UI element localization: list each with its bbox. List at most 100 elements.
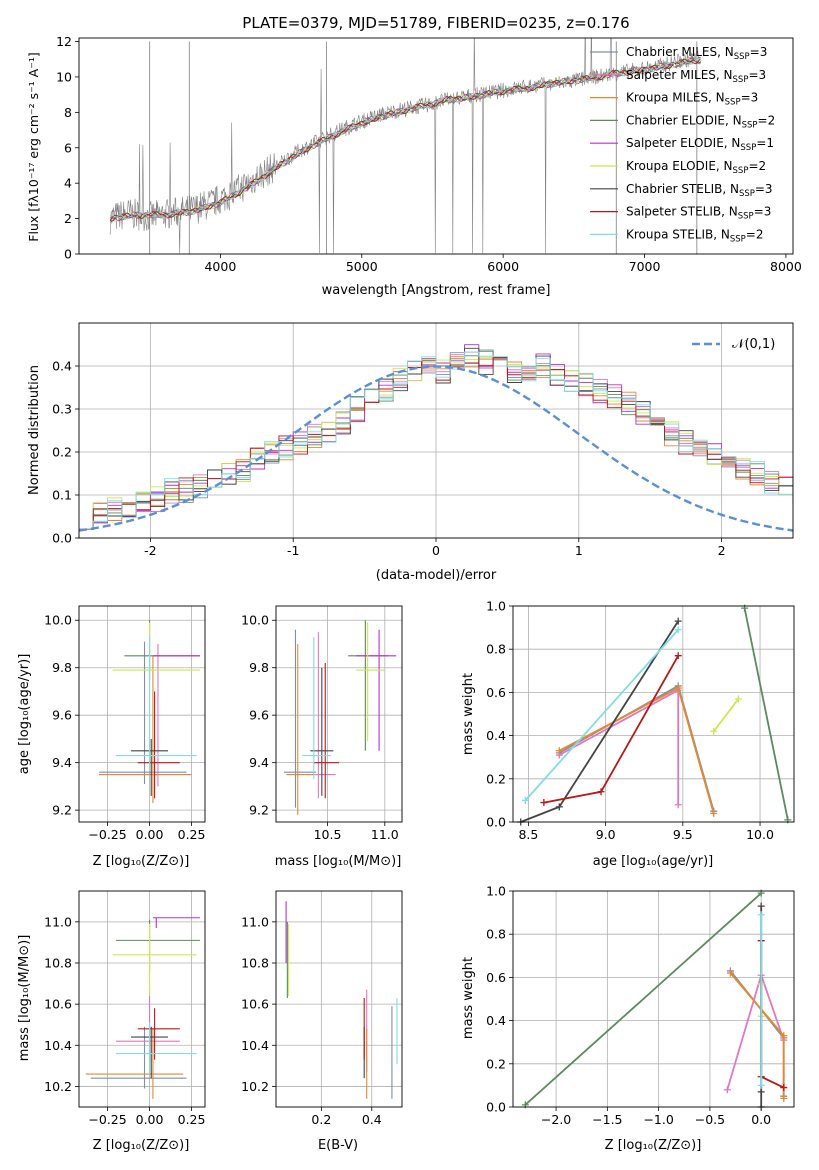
y-tick-label: 10: [56, 69, 72, 84]
y-tick-label: 10.0: [241, 613, 269, 628]
legend-label-7: Salpeter STELIB, NSSP=3: [626, 205, 771, 222]
x-tick-label: 1: [575, 543, 583, 558]
legend-suffix: =3: [741, 91, 759, 105]
x-tick-label: −2.0: [541, 1112, 571, 1127]
residuals-xlabel: (data-model)/error: [376, 568, 497, 583]
legend-suffix: =3: [754, 205, 772, 219]
legend-subscript: SSP: [733, 166, 749, 176]
y-tick-label: 0.4: [486, 728, 506, 743]
y-tick-label: 0.8: [486, 927, 506, 942]
legend-suffix: =2: [746, 227, 764, 241]
weight-marker: [540, 799, 548, 807]
x-tick-label: 10.5: [314, 827, 342, 842]
legend-label-5: Kroupa ELODIE, NSSP=2: [626, 159, 766, 176]
legend-suffix: =2: [758, 113, 776, 127]
mass-vs-metallicity-panel: Z [log₁₀(Z/Z⊙)] mass [log₁₀(M/M⊙)] −0.25…: [17, 890, 206, 1153]
weight-marker: [674, 684, 682, 692]
y-tick-label: 10.2: [44, 1079, 72, 1094]
y-tick-label: 6: [64, 140, 72, 155]
legend-subscript: SSP: [738, 212, 754, 222]
legend-label-2: Kroupa MILES, NSSP=3: [626, 91, 758, 108]
legend-label-0: Chabrier MILES, NSSP=3: [626, 45, 767, 62]
x-tick-label: 8000: [770, 259, 802, 274]
legend-suffix: =1: [756, 136, 774, 150]
weight-marker: [757, 902, 765, 910]
legend-normal-label: 𝒩(0,1): [732, 337, 775, 352]
y-tick-label: 0.0: [486, 815, 506, 830]
y-tick-label: 10.0: [44, 613, 72, 628]
ageM-xlabel: mass [log₁₀(M/M⊙)]: [275, 854, 402, 869]
ageZ-ylabel: age [log₁₀(age/yr)]: [17, 654, 32, 775]
age-vs-mass-panel: mass [log₁₀(M/M⊙)] 10.5 11.0 9.2 9.4 9.6 9.8 1…: [241, 605, 403, 869]
x-tick-label: 0.25: [178, 827, 206, 842]
axes-frame: [512, 890, 795, 1108]
y-tick-label: 0.2: [52, 445, 72, 460]
y-tick-label: 0.3: [52, 402, 72, 417]
spectrum-title: PLATE=0379, MJD=51789, FIBERID=0235, z=0…: [242, 14, 629, 32]
x-tick-label: 0.2: [311, 1112, 331, 1127]
model-line-6: [109, 58, 701, 222]
massZ-ylabel: mass [log₁₀(M/M⊙)]: [17, 935, 32, 1062]
weight-marker: [674, 617, 682, 625]
weight-marker: [555, 747, 563, 755]
residuals-ylabel: Normed distribution: [27, 365, 42, 495]
weight-line-4: [712, 698, 740, 732]
weight-marker: [674, 626, 682, 634]
weight-marker: [555, 803, 563, 811]
x-tick-label: 6000: [487, 259, 519, 274]
y-tick-label: 0.6: [486, 970, 506, 985]
y-tick-label: 10.8: [44, 956, 72, 971]
y-tick-label: 0.2: [486, 771, 506, 786]
y-tick-label: 10.4: [241, 1038, 269, 1053]
y-tick-label: 9.8: [249, 660, 269, 675]
mwAge-xlabel: age [log₁₀(age/yr)]: [593, 854, 714, 869]
x-tick-label: 2: [718, 543, 726, 558]
y-tick-label: 9.8: [52, 660, 72, 675]
spectrum-legend: Chabrier MILES, NSSP=3 Salpeter MILES, NS…: [590, 45, 775, 244]
x-tick-label: 9.5: [673, 827, 693, 842]
x-tick-label: -2: [144, 543, 156, 558]
y-tick-label: 8: [64, 105, 72, 120]
y-tick-label: 11.0: [44, 914, 72, 929]
weight-marker: [723, 1086, 731, 1094]
x-tick-label: 5000: [346, 259, 378, 274]
weight-marker: [674, 652, 682, 660]
x-tick-label: 0.0: [751, 1112, 771, 1127]
x-tick-label: −0.5: [695, 1112, 725, 1127]
legend-subscript: SSP: [730, 234, 746, 244]
legend-subscript: SSP: [734, 52, 750, 62]
y-tick-label: 2: [64, 211, 72, 226]
y-tick-label: 0.1: [52, 488, 72, 503]
weight-marker: [757, 1088, 765, 1096]
axes-frame: [275, 605, 403, 823]
y-tick-label: 10.8: [241, 956, 269, 971]
model-line-8: [109, 57, 701, 220]
y-tick-label: 0.8: [486, 642, 506, 657]
legend-suffix: =3: [750, 45, 768, 59]
axes-frame: [78, 890, 206, 1108]
x-tick-label: 11.0: [371, 827, 399, 842]
weight-line-6: [543, 655, 679, 804]
weight-line-3: [524, 892, 762, 1106]
y-tick-label: 9.6: [249, 708, 269, 723]
ageZ-xlabel: Z [log₁₀(Z/Z⊙)]: [93, 854, 190, 869]
axes-frame: [78, 37, 794, 255]
massweight-vs-age-panel: age [log₁₀(age/yr)] mass weight 8.5 9.0 9.…: [461, 599, 795, 869]
x-tick-label: 0.25: [178, 1112, 206, 1127]
model-line-7: [109, 58, 701, 221]
y-tick-label: 1.0: [486, 884, 506, 899]
weight-marker: [757, 911, 765, 919]
weight-marker: [674, 801, 682, 809]
weight-line-0: [558, 684, 715, 812]
spectrum-xlabel: wavelength [Angstrom, rest frame]: [322, 283, 551, 298]
x-tick-label: −0.25: [88, 1112, 126, 1127]
spectrum-panel: PLATE=0379, MJD=51789, FIBERID=0235, z=0…: [26, 14, 802, 298]
y-tick-label: 9.4: [249, 755, 269, 770]
y-tick-label: 0.6: [486, 685, 506, 700]
y-tick-label: 0: [64, 247, 72, 262]
legend-subscript: SSP: [740, 143, 756, 153]
weight-marker: [780, 1094, 788, 1102]
weight-marker: [521, 796, 529, 804]
massE-xlabel: E(B-V): [318, 1138, 358, 1153]
weight-marker: [726, 969, 734, 977]
